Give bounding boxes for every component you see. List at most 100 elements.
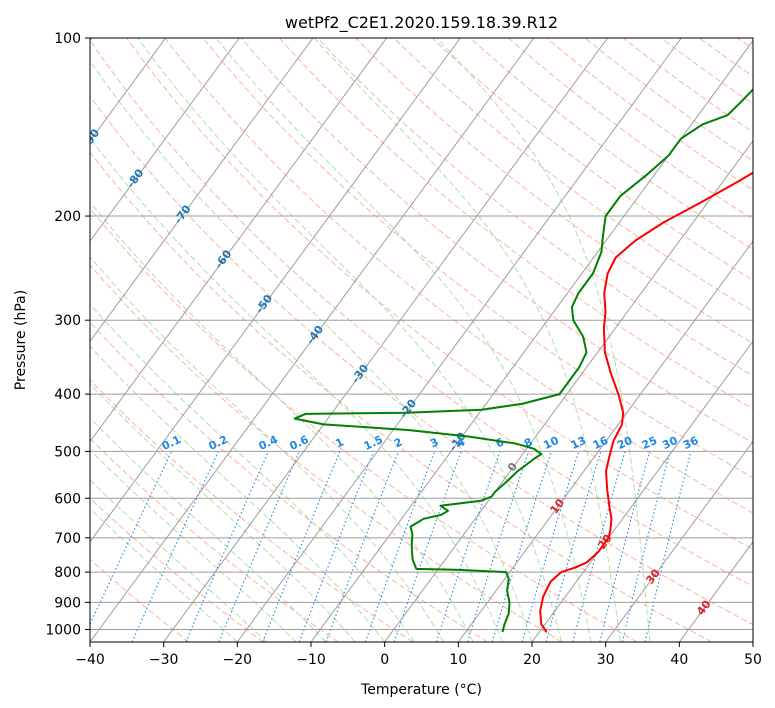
mixing-ratio-label: 0.2 xyxy=(207,433,230,453)
mixing-ratio-label: 10 xyxy=(541,434,561,452)
isotherm-label: -80 xyxy=(124,166,146,190)
moist-adiabat xyxy=(90,479,268,642)
moist-adiabat xyxy=(90,256,445,642)
plot-frame xyxy=(89,37,754,643)
mixing-ratio-label: 0.4 xyxy=(257,433,280,453)
moist-adiabat xyxy=(90,507,238,642)
mixing-ratio-line xyxy=(599,451,651,642)
dry-adiabat xyxy=(278,38,753,410)
background-lines xyxy=(90,38,753,642)
mixing-ratio-line xyxy=(262,451,341,642)
y-tick-label: 900 xyxy=(54,595,81,611)
mixing-ratio-label: 3 xyxy=(428,435,440,450)
x-tick-label: 30 xyxy=(597,652,615,668)
dry-adiabat xyxy=(90,497,264,642)
y-tick-label: 400 xyxy=(54,387,81,403)
moist-adiabat xyxy=(90,137,503,642)
moist-adiabat xyxy=(90,201,474,642)
y-tick-label: 700 xyxy=(54,531,81,547)
dry-adiabat xyxy=(164,38,753,514)
moist-adiabat xyxy=(90,60,533,642)
mixing-ratio-line xyxy=(644,451,692,642)
isotherm-label: 40 xyxy=(694,597,714,617)
moist-adiabat xyxy=(90,449,297,642)
dewpoint-profile xyxy=(293,87,753,633)
grid-lines xyxy=(90,38,753,642)
isotherm-line xyxy=(90,38,461,543)
y-tick-label: 300 xyxy=(54,313,81,329)
isotherm-line xyxy=(90,38,314,343)
isotherm-label: -50 xyxy=(253,292,275,316)
x-tick-label: 40 xyxy=(670,652,688,668)
x-tick-label: 10 xyxy=(449,652,467,668)
isotherm-line xyxy=(90,38,535,642)
dry-adiabat xyxy=(660,38,753,105)
isotherm-label: -100 xyxy=(36,80,63,110)
mixing-ratio-line xyxy=(131,451,219,642)
x-tick-label: 0 xyxy=(380,652,389,668)
chart-title: wetPf2_C2E1.2020.159.18.39.R12 xyxy=(285,13,558,33)
mixing-ratio-label: 20 xyxy=(615,434,635,452)
isotherm-label: -30 xyxy=(349,362,371,386)
x-tick-label: 50 xyxy=(744,652,762,668)
temperature-profile xyxy=(539,171,753,633)
y-axis-label: Pressure (hPa) xyxy=(13,290,29,390)
isotherm-line xyxy=(384,140,753,642)
mixing-ratio-label: 36 xyxy=(681,434,701,452)
isoline-labels: -100-90-80-70-60-50-40-30-20-10010203040… xyxy=(36,80,714,617)
mixing-ratio-label: 1.5 xyxy=(362,433,385,453)
isotherm-line xyxy=(90,38,167,142)
mixing-ratio-line xyxy=(521,451,580,642)
x-tick-label: −30 xyxy=(149,652,179,668)
mixing-ratio-label: 13 xyxy=(569,434,588,452)
x-tick-label: −20 xyxy=(223,652,253,668)
mixing-ratio-line xyxy=(466,451,530,642)
x-tick-label: −40 xyxy=(75,652,105,668)
x-tick-label: 20 xyxy=(523,652,541,668)
moist-adiabat xyxy=(90,417,327,642)
dry-adiabat xyxy=(355,38,753,344)
mixing-ratio-line xyxy=(572,451,626,642)
mixing-ratio-line xyxy=(364,451,436,642)
mixing-ratio-label: 0.6 xyxy=(287,433,310,453)
y-axis: 100 200 300 400 500 600 700 800 900 1000 xyxy=(45,31,90,638)
isotherm-label: 30 xyxy=(643,566,663,586)
y-tick-label: 800 xyxy=(54,565,81,581)
mixing-ratio-line xyxy=(435,451,501,642)
dry-adiabat xyxy=(90,379,414,642)
dry-adiabat xyxy=(622,38,753,133)
isotherm-line xyxy=(310,39,753,642)
mixing-ratio-label: 2 xyxy=(392,435,404,450)
mixing-ratio-line xyxy=(185,451,270,642)
mixing-ratio-line xyxy=(621,451,671,642)
x-axis-label: Temperature (°C) xyxy=(360,682,482,698)
isotherm-line xyxy=(90,38,388,443)
y-tick-label: 1000 xyxy=(45,622,81,638)
y-tick-label: 500 xyxy=(54,444,81,460)
mixing-ratio-line xyxy=(218,451,300,642)
isotherm-label: -90 xyxy=(80,126,102,150)
mixing-ratio-line xyxy=(393,451,462,642)
dry-adiabat xyxy=(90,437,339,642)
isotherm-line xyxy=(236,38,682,642)
mixing-ratio-label: 1 xyxy=(333,435,345,450)
dry-adiabat xyxy=(699,38,753,77)
moist-adiabat xyxy=(90,345,386,642)
moist-adiabat xyxy=(90,383,356,642)
mixing-ratio-label: 16 xyxy=(591,434,611,452)
isotherm-line xyxy=(457,240,753,642)
y-tick-label: 100 xyxy=(54,31,81,47)
moist-adiabat xyxy=(313,38,621,642)
mixing-ratio-label: 25 xyxy=(640,434,659,452)
mixing-ratio-label: 30 xyxy=(660,434,680,452)
mixing-ratio-line xyxy=(491,451,552,642)
dry-adiabat xyxy=(737,38,753,50)
dry-adiabat xyxy=(240,38,753,444)
isotherm-label: -70 xyxy=(171,202,193,226)
isotherm-line xyxy=(752,641,753,642)
isotherm-line xyxy=(605,440,753,642)
moist-adiabat xyxy=(436,38,651,642)
y-tick-label: 600 xyxy=(54,491,81,507)
y-tick-label: 200 xyxy=(54,209,81,225)
